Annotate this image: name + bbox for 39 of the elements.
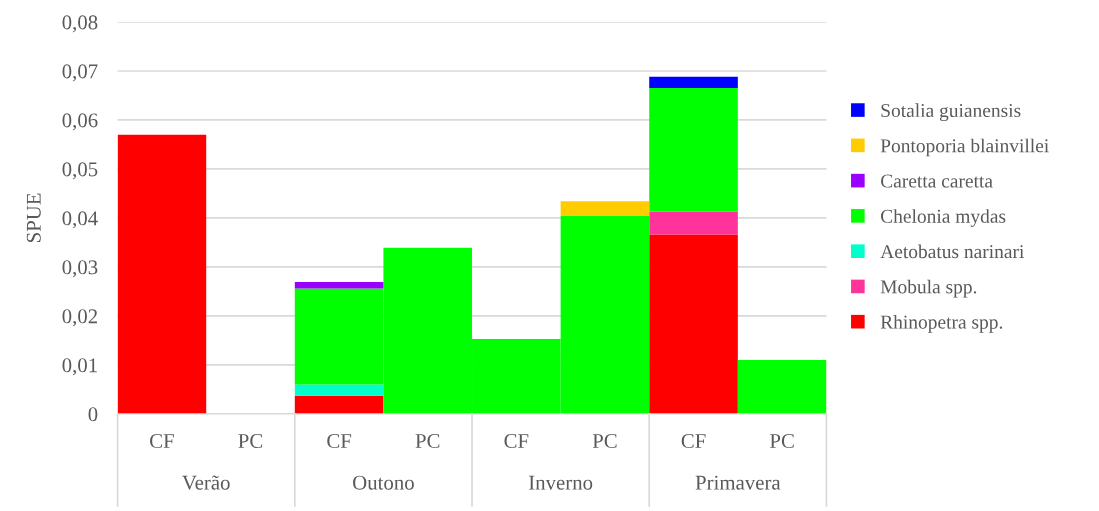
x-tick-label: CF (504, 434, 529, 449)
x-tick-label: PC (238, 434, 263, 449)
bar (117, 134, 207, 414)
text: Primavera (695, 475, 781, 490)
bar (294, 282, 384, 289)
legend-label: Mobula spp. (880, 279, 977, 298)
y-tick-label: 0 (88, 407, 98, 422)
legend-label: Caretta caretta (881, 174, 993, 188)
legend-label: Pontoporia blainvillei (880, 138, 1049, 157)
x-tick-label: PC (770, 434, 794, 449)
y-tick-label: 0,08 (62, 15, 98, 33)
legend-label: Aetobatus narinari (880, 244, 1024, 259)
y-tick-label: 0,04 (62, 211, 98, 229)
x-tick-label: PC (415, 434, 440, 449)
bar (737, 360, 827, 414)
y-tick-label: 0,05 (62, 162, 98, 180)
text: Verão (182, 475, 230, 490)
legend-label: Chelonia mydas (881, 209, 1006, 227)
bar (649, 234, 738, 414)
bar (294, 395, 384, 414)
bar (649, 76, 738, 89)
y-tick-label: 0,07 (62, 64, 98, 82)
bar (649, 88, 738, 212)
bar (294, 384, 384, 396)
y-tick-label: 0,06 (62, 113, 98, 131)
text: Outono (353, 475, 414, 490)
bar (560, 201, 650, 216)
y-tick-label: 0,03 (62, 260, 98, 278)
legend-label: Sotalia guianensis (881, 103, 1021, 122)
x-tick-label: CF (327, 434, 352, 449)
bar (649, 211, 738, 235)
x-tick-label: CF (150, 434, 174, 449)
x-tick-label: PC (592, 434, 617, 449)
text: Inverno (528, 475, 593, 490)
y-tick-label: 0,01 (62, 358, 97, 376)
legend-label: Rhinopetra spp. (880, 315, 1003, 333)
y-axis-title: SPUE (26, 193, 41, 243)
x-tick-label: CF (681, 434, 706, 449)
y-tick-label: 0,02 (62, 309, 97, 327)
